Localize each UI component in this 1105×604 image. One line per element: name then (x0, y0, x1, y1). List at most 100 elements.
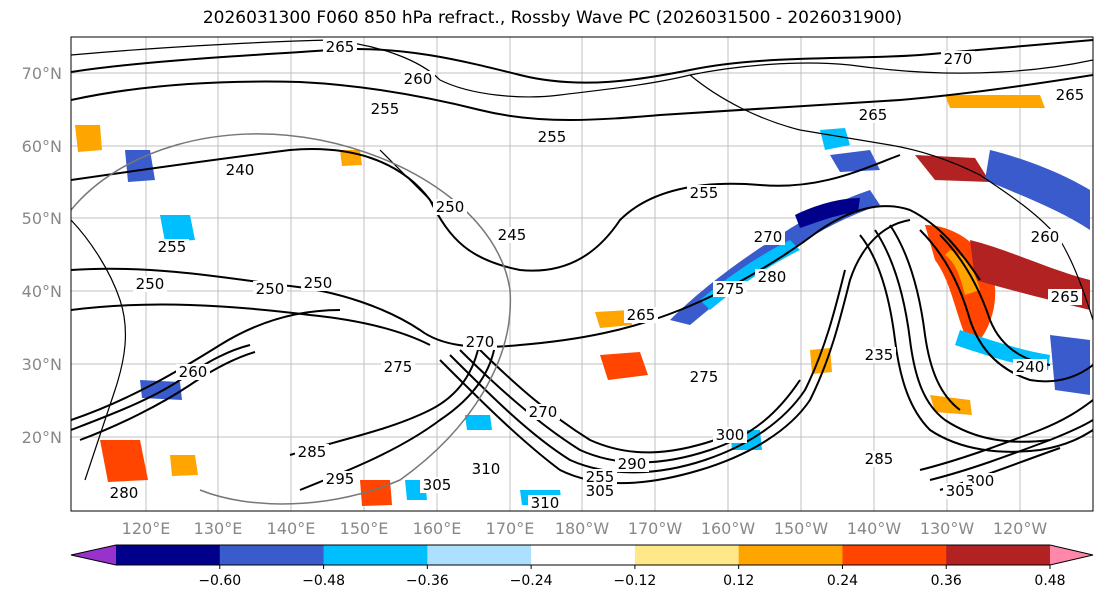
contour-label-bg (862, 347, 896, 363)
contour-label-bg (528, 495, 562, 511)
contour-label: 265 (326, 38, 355, 56)
contour-label-bg (687, 369, 721, 385)
lat-tick-label: 40°N (22, 282, 62, 301)
contour-label: 310 (472, 460, 501, 478)
colorbar-extend-low (71, 545, 116, 565)
lon-tick-label: 160°E (413, 519, 462, 538)
contour-label-bg (713, 281, 747, 297)
contour-label-bg (176, 364, 210, 380)
contour-label-bg (713, 427, 747, 443)
contour-label: 250 (436, 198, 465, 216)
contour-label-bg (751, 229, 785, 245)
contour-label-bg (1053, 87, 1087, 103)
contour-label: 275 (716, 280, 745, 298)
contour-label: 250 (256, 280, 285, 298)
latitude-axis: 70°N 60°N 50°N 40°N 30°N 20°N (22, 64, 62, 447)
lon-tick-label: 140°E (267, 519, 316, 538)
colorbar-tick-label: 0.36 (931, 573, 962, 589)
contour-label: 270 (529, 403, 558, 421)
lat-tick-label: 20°N (22, 428, 62, 447)
contour-label: 260 (404, 70, 433, 88)
contour-label-bg (535, 129, 569, 145)
contour-label-bg (368, 101, 402, 117)
contour-label: 270 (466, 333, 495, 351)
contour-label-bg (433, 199, 467, 215)
contour-label-bg (941, 51, 975, 67)
contour-label-bg (223, 162, 257, 178)
colorbar-tick-label: 0.12 (723, 573, 754, 589)
lon-tick-label: 120°E (122, 519, 171, 538)
contour-label: 280 (758, 268, 787, 286)
contour-label: 250 (304, 274, 333, 292)
colorbar-segment (634, 545, 740, 565)
lon-tick-label: 120°W (993, 519, 1048, 538)
colorbar-segment (323, 545, 428, 565)
contour-label: 285 (298, 443, 327, 461)
graticule (71, 37, 1093, 511)
contour-label-bg (107, 485, 141, 501)
colorbar-outline (70, 544, 1094, 566)
projection-outline (71, 133, 512, 505)
contour-label-bg (1048, 289, 1082, 305)
colorbar-segment (946, 545, 1051, 565)
contour-label-bg (1028, 229, 1062, 245)
contour-label: 250 (136, 275, 165, 293)
lat-tick-label: 70°N (22, 64, 62, 83)
contour-label-bg (381, 359, 415, 375)
colorbar-tick-label: −0.24 (510, 573, 553, 589)
contour-label: 240 (226, 161, 255, 179)
contour-label-bg (943, 483, 977, 499)
colorbar-tick-label: −0.48 (302, 573, 345, 589)
contour-label: 275 (690, 368, 719, 386)
contour-label-bg (1013, 359, 1047, 375)
contour-label: 275 (384, 358, 413, 376)
contour-label: 255 (371, 100, 400, 118)
contour-label-bg (155, 239, 189, 255)
contour-label-bg (583, 483, 617, 499)
contour-label-bg (526, 404, 560, 420)
contour-label: 310 (531, 494, 560, 512)
contour-label: 255 (586, 468, 615, 486)
colorbar-segment (116, 545, 221, 565)
contour-label: 265 (1056, 86, 1085, 104)
colorbar: −0.60 −0.48 −0.36 −0.24 −0.12 0.12 0.24 0.36 0.4… (70, 544, 1094, 589)
contour-label-bg (624, 307, 658, 323)
contour-label: 255 (538, 128, 567, 146)
contour-label: 235 (865, 346, 894, 364)
lon-tick-label: 180°W (555, 519, 610, 538)
colorbar-tick-label: −0.36 (406, 573, 449, 589)
contour-label: 240 (1016, 358, 1045, 376)
lat-tick-label: 50°N (22, 209, 62, 228)
contour-label: 300 (716, 426, 745, 444)
lon-tick-label: 130°W (920, 519, 975, 538)
colorbar-tick-label: 0.24 (827, 573, 858, 589)
contour-label-bg (469, 461, 503, 477)
contour-label: 260 (179, 363, 208, 381)
contour-label-bg (615, 456, 649, 472)
contour-label: 265 (859, 106, 888, 124)
colorbar-segment (842, 545, 947, 565)
contour-label: 245 (498, 226, 527, 244)
lon-tick-label: 160°W (701, 519, 756, 538)
colorbar-segment (219, 545, 325, 565)
contour-label: 265 (627, 306, 656, 324)
lon-tick-label: 150°W (774, 519, 829, 538)
contour-label-bg (687, 185, 721, 201)
longitude-axis: 120°E 130°E 140°E 150°E 160°E 170°E 180°W 170°W… (122, 519, 1048, 538)
lon-tick-label: 170°E (486, 519, 535, 538)
contour-label: 265 (1051, 288, 1080, 306)
contour-label-bg (755, 269, 789, 285)
contour-label: 285 (865, 450, 894, 468)
contour-label-bg (495, 227, 529, 243)
contour-label: 270 (754, 228, 783, 246)
contour-label: 255 (158, 238, 187, 256)
map-border (70, 36, 1094, 512)
lon-tick-label: 130°E (194, 519, 243, 538)
contour-label-bg (253, 281, 287, 297)
contour-label: 255 (690, 184, 719, 202)
contour-label-bg (463, 334, 497, 350)
colorbar-tick-label: −0.12 (613, 573, 656, 589)
contour-label-bg (862, 451, 896, 467)
lon-tick-label: 140°W (847, 519, 902, 538)
